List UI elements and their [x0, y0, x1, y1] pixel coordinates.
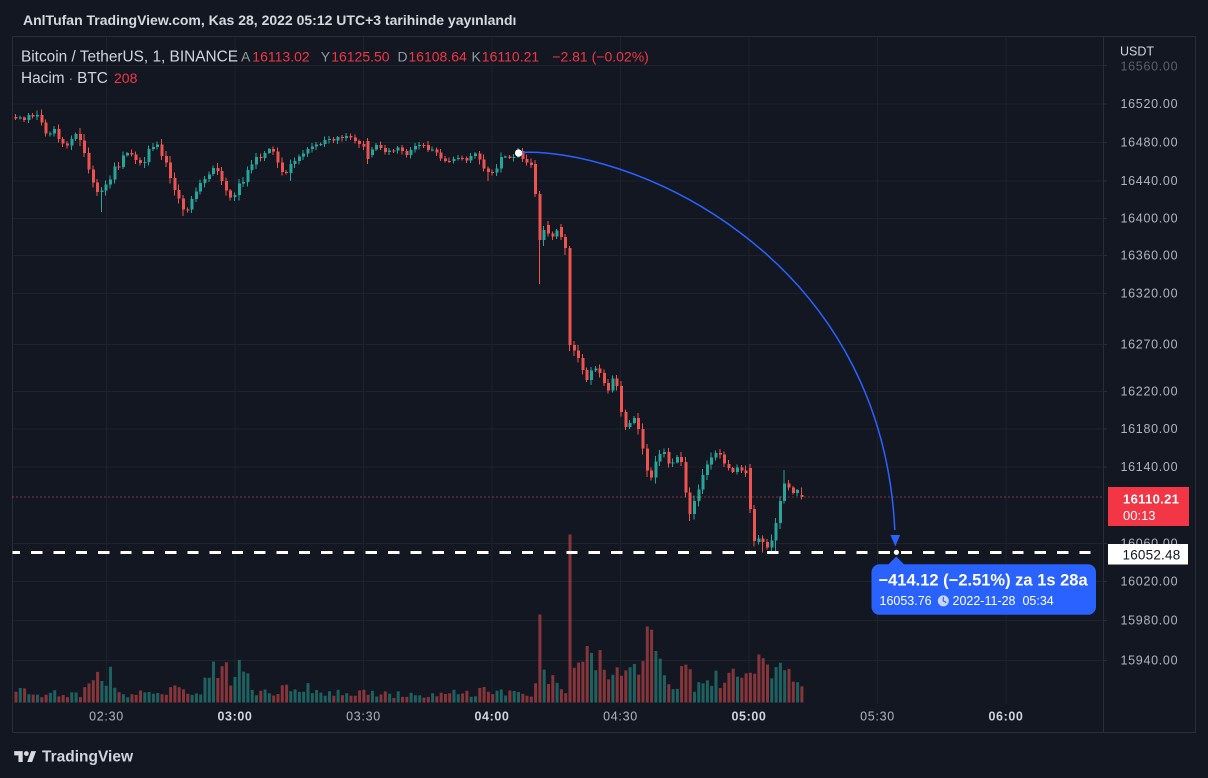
svg-text:D: D [398, 49, 408, 65]
svg-text:06:00: 06:00 [989, 709, 1024, 723]
svg-text:16180.00: 16180.00 [1121, 422, 1179, 436]
svg-text:2022-11-28 05:34: 2022-11-28 05:34 [953, 594, 1054, 608]
svg-text:15940.00: 15940.00 [1121, 654, 1179, 668]
svg-text:−414.12 (−2.51%) za 1s 28a: −414.12 (−2.51%) za 1s 28a [879, 572, 1089, 590]
svg-text:TradingView: TradingView [42, 749, 134, 766]
svg-text:16360.00: 16360.00 [1121, 249, 1179, 263]
svg-text:16270.00: 16270.00 [1121, 338, 1179, 352]
svg-text:16108.64: 16108.64 [408, 49, 467, 65]
svg-text:16400.00: 16400.00 [1121, 212, 1179, 226]
svg-text:Bitcoin / TetherUS, 1, BINANCE: Bitcoin / TetherUS, 1, BINANCE [21, 49, 238, 66]
svg-text:15980.00: 15980.00 [1121, 614, 1179, 628]
svg-text:03:30: 03:30 [346, 709, 381, 723]
svg-text:16440.00: 16440.00 [1121, 174, 1179, 188]
svg-text:USDT: USDT [1120, 45, 1154, 59]
svg-text:16113.02: 16113.02 [252, 49, 310, 65]
svg-text:00:13: 00:13 [1123, 508, 1156, 523]
svg-text:05:00: 05:00 [732, 709, 767, 723]
svg-text:Hacim · BTC: Hacim · BTC [21, 70, 108, 87]
svg-text:03:00: 03:00 [218, 709, 253, 723]
svg-text:02:30: 02:30 [89, 709, 124, 723]
svg-text:04:00: 04:00 [475, 709, 510, 723]
svg-text:16020.00: 16020.00 [1121, 575, 1179, 589]
svg-text:16320.00: 16320.00 [1121, 287, 1179, 301]
svg-text:K: K [472, 49, 482, 65]
svg-text:05:30: 05:30 [860, 709, 895, 723]
svg-text:16220.00: 16220.00 [1121, 385, 1179, 399]
svg-text:16110.21: 16110.21 [1123, 492, 1179, 507]
svg-text:16052.48: 16052.48 [1123, 548, 1181, 563]
svg-text:16110.21: 16110.21 [482, 49, 540, 65]
svg-text:16053.76: 16053.76 [880, 594, 932, 608]
svg-text:16480.00: 16480.00 [1121, 136, 1179, 150]
svg-text:−2.81 (−0.02%): −2.81 (−0.02%) [552, 49, 649, 65]
svg-text:16140.00: 16140.00 [1121, 460, 1179, 474]
svg-text:16520.00: 16520.00 [1121, 97, 1179, 111]
svg-text:04:30: 04:30 [603, 709, 638, 723]
svg-text:208: 208 [114, 70, 138, 86]
svg-text:AnlTufan TradingView.com, Kas: AnlTufan TradingView.com, Kas 28, 2022 0… [23, 12, 516, 28]
svg-text:Y: Y [321, 49, 331, 65]
svg-text:16560.00: 16560.00 [1121, 60, 1179, 74]
svg-text:A: A [241, 49, 251, 65]
svg-text:16125.50: 16125.50 [331, 49, 390, 65]
